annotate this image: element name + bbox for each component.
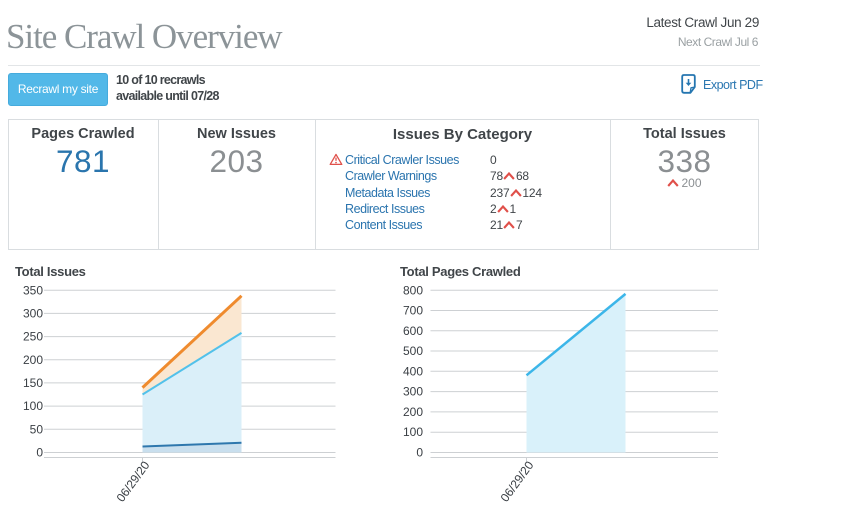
svg-text:700: 700 — [403, 304, 423, 318]
svg-text:0: 0 — [416, 446, 423, 460]
svg-text:Total Issues: Total Issues — [15, 264, 86, 279]
svg-text:100: 100 — [23, 399, 43, 413]
svg-text:250: 250 — [23, 330, 43, 344]
svg-text:300: 300 — [403, 385, 423, 399]
svg-text:Total Pages Crawled: Total Pages Crawled — [400, 264, 521, 279]
svg-text:150: 150 — [23, 376, 43, 390]
svg-text:350: 350 — [23, 283, 43, 297]
svg-text:200: 200 — [23, 353, 43, 367]
svg-text:06/29/20: 06/29/20 — [498, 458, 537, 504]
svg-text:600: 600 — [403, 324, 423, 338]
svg-text:400: 400 — [403, 364, 423, 378]
svg-text:50: 50 — [30, 422, 44, 436]
svg-text:06/29/20: 06/29/20 — [114, 458, 153, 504]
svg-text:0: 0 — [36, 446, 43, 460]
svg-text:500: 500 — [403, 344, 423, 358]
svg-text:200: 200 — [403, 405, 423, 419]
svg-text:300: 300 — [23, 307, 43, 321]
svg-text:100: 100 — [403, 425, 423, 439]
svg-text:800: 800 — [403, 283, 423, 297]
